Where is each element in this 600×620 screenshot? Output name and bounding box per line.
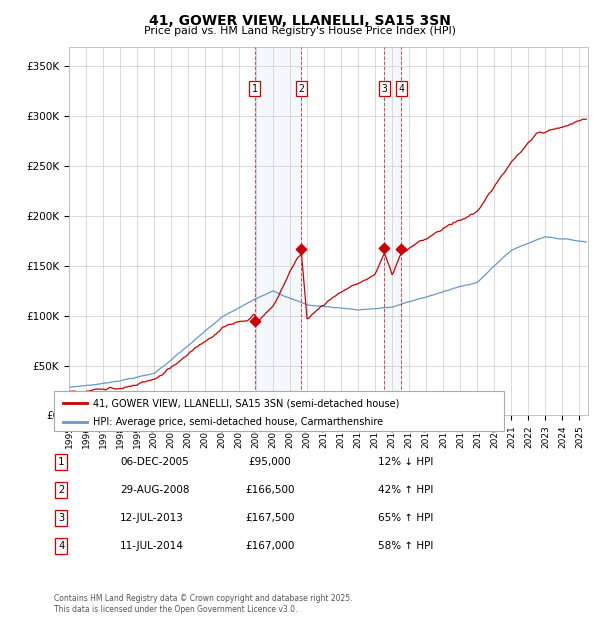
Text: Price paid vs. HM Land Registry's House Price Index (HPI): Price paid vs. HM Land Registry's House … bbox=[144, 26, 456, 36]
Text: HPI: Average price, semi-detached house, Carmarthenshire: HPI: Average price, semi-detached house,… bbox=[93, 417, 383, 427]
Text: 58% ↑ HPI: 58% ↑ HPI bbox=[378, 541, 433, 551]
Text: 29-AUG-2008: 29-AUG-2008 bbox=[120, 485, 190, 495]
Text: 41, GOWER VIEW, LLANELLI, SA15 3SN: 41, GOWER VIEW, LLANELLI, SA15 3SN bbox=[149, 14, 451, 28]
Text: 65% ↑ HPI: 65% ↑ HPI bbox=[378, 513, 433, 523]
Text: 1: 1 bbox=[58, 457, 64, 467]
Text: 1: 1 bbox=[252, 84, 258, 94]
Text: £167,000: £167,000 bbox=[245, 541, 295, 551]
Text: 2: 2 bbox=[58, 485, 64, 495]
Text: £166,500: £166,500 bbox=[245, 485, 295, 495]
Text: 4: 4 bbox=[58, 541, 64, 551]
Text: 12-JUL-2013: 12-JUL-2013 bbox=[120, 513, 184, 523]
Point bbox=[397, 244, 406, 254]
Text: 41, GOWER VIEW, LLANELLI, SA15 3SN (semi-detached house): 41, GOWER VIEW, LLANELLI, SA15 3SN (semi… bbox=[93, 398, 400, 408]
Text: 06-DEC-2005: 06-DEC-2005 bbox=[120, 457, 189, 467]
Text: 3: 3 bbox=[58, 513, 64, 523]
Text: £167,500: £167,500 bbox=[245, 513, 295, 523]
Point bbox=[250, 316, 260, 326]
Text: 11-JUL-2014: 11-JUL-2014 bbox=[120, 541, 184, 551]
Text: 12% ↓ HPI: 12% ↓ HPI bbox=[378, 457, 433, 467]
Text: £95,000: £95,000 bbox=[248, 457, 292, 467]
Point bbox=[296, 244, 306, 254]
Text: 42% ↑ HPI: 42% ↑ HPI bbox=[378, 485, 433, 495]
Text: Contains HM Land Registry data © Crown copyright and database right 2025.
This d: Contains HM Land Registry data © Crown c… bbox=[54, 595, 353, 614]
Text: 4: 4 bbox=[398, 84, 404, 94]
Text: 3: 3 bbox=[382, 84, 387, 94]
Bar bbox=[385, 46, 401, 415]
Text: 2: 2 bbox=[299, 84, 304, 94]
Bar bbox=[255, 46, 301, 415]
Point bbox=[380, 244, 389, 254]
